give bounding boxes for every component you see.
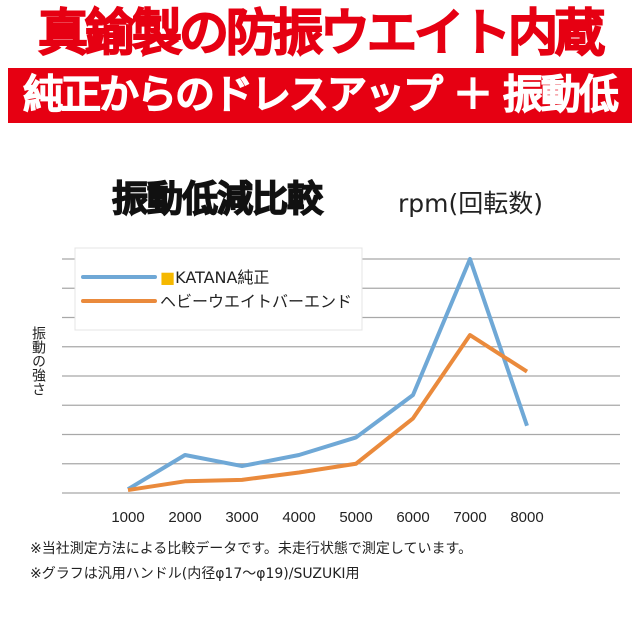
series-line-0 [126, 257, 529, 491]
x-tick-label: 4000 [282, 509, 315, 526]
x-tick-label: 8000 [510, 509, 543, 526]
legend-label: ヘビーウエイトバーエンド [160, 292, 352, 311]
x-axis-label: rpm(回転数) [398, 189, 544, 218]
note-1: ※当社測定方法による比較データです。未走行状態で測定しています。 [30, 541, 473, 557]
x-tick-label: 7000 [453, 509, 486, 526]
headline: 真鍮製の防振ウエイト内蔵 [37, 3, 606, 63]
subheadline-banner: 純正からのドレスアップ ＋ 振動低減 [8, 68, 632, 174]
x-tick-label: 2000 [168, 509, 201, 526]
x-tick-label: 3000 [225, 509, 258, 526]
note-2: ※グラフは汎用ハンドル(内径φ17〜φ19)/SUZUKI用 [30, 566, 360, 582]
legend-box [74, 247, 363, 331]
y-axis-label: 振動の強さ [30, 326, 46, 396]
chart-title: 振動低減比較 [111, 178, 324, 221]
x-tick-label: 6000 [396, 509, 429, 526]
legend-label: ■KATANA純正 [160, 268, 269, 287]
x-tick-label: 1000 [111, 509, 144, 526]
series-line-1 [127, 333, 529, 493]
x-tick-label: 5000 [339, 509, 372, 526]
